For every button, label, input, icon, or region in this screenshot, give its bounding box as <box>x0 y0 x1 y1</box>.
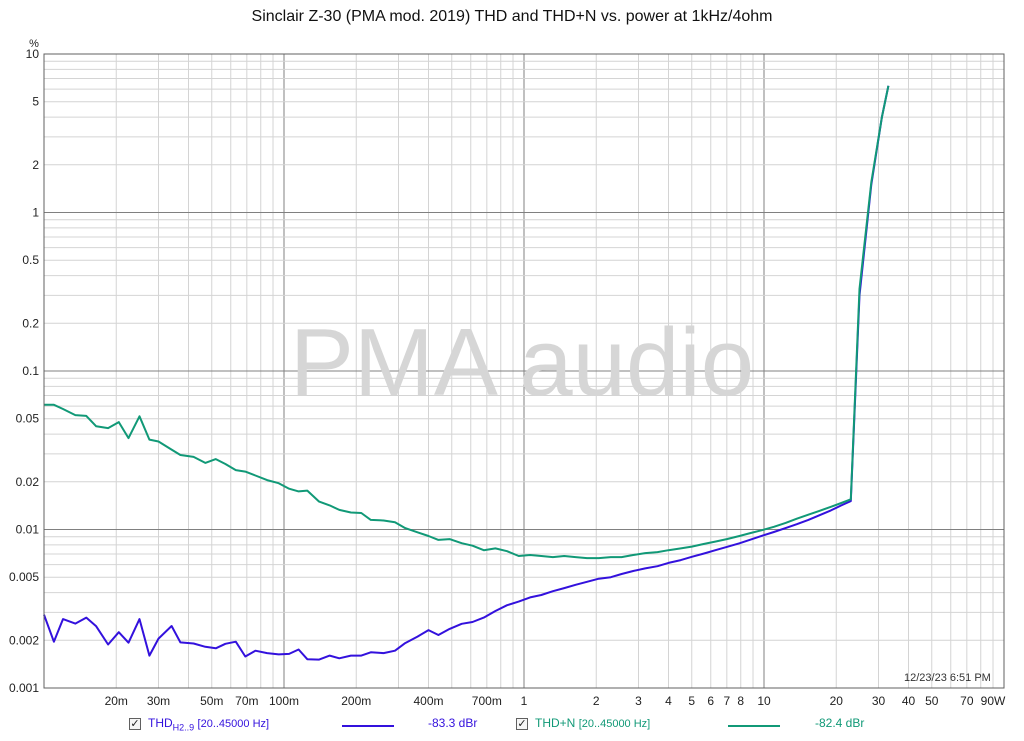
watermark: PMA audio <box>290 309 754 416</box>
legend-thd-swatch <box>342 725 394 727</box>
chart-title: Sinclair Z-30 (PMA mod. 2019) THD and TH… <box>251 8 773 25</box>
timestamp: 12/23/23 6:51 PM <box>904 672 991 684</box>
legend-thd-sub: H2..9 <box>172 722 195 733</box>
y-tick-label: 5 <box>32 95 39 109</box>
x-tick-label: 20 <box>830 694 844 708</box>
x-tick-label: 90W <box>981 694 1006 708</box>
y-tick-label: 0.01 <box>16 523 40 537</box>
y-tick-label: 0.001 <box>9 681 39 695</box>
x-tick-label: 4 <box>665 694 672 708</box>
series-line-thd <box>43 85 890 661</box>
x-tick-label: 6 <box>707 694 714 708</box>
thdn-checkbox[interactable]: ✓ <box>516 717 528 730</box>
y-tick-label: 0.02 <box>16 475 40 489</box>
y-tick-label: 10 <box>26 47 40 61</box>
plot-border <box>43 53 1005 689</box>
legend-thd-value: -83.3 dBr <box>428 716 478 730</box>
x-tick-label: 50m <box>200 694 223 708</box>
x-tick-label: 2 <box>593 694 600 708</box>
y-tick-label: 0.5 <box>22 253 39 267</box>
legend-thd-range: [20..45000 Hz] <box>197 718 270 730</box>
legend-thdn-label: THD+N [20..45000 Hz] <box>535 716 650 730</box>
legend-thdn-swatch <box>728 725 780 727</box>
y-tick-label: 0.2 <box>22 316 39 330</box>
x-tick-label: 100m <box>269 694 299 708</box>
x-tick-label: 50 <box>925 694 939 708</box>
x-tick-labels: 20m 30m 50m 70m 100m 200m 400m 700m 1 2 3 4 5 6 7 8 10 20… <box>105 694 1006 708</box>
x-tick-label: 7 <box>723 694 730 708</box>
x-tick-label: 1 <box>521 694 528 708</box>
y-tick-labels: 10 5 2 1 0.5 0.2 0.1 0.05 0.02 0.01 0.005 0.002 0.00… <box>9 47 39 695</box>
x-tick-label: 70m <box>235 694 258 708</box>
series-layer <box>43 85 890 661</box>
x-tick-label: 700m <box>472 694 502 708</box>
legend-thdn-name: THD+N <box>535 716 576 730</box>
x-tick-label: 40 <box>902 694 916 708</box>
legend-thd-name: THD <box>148 716 173 730</box>
x-tick-label: 5 <box>688 694 695 708</box>
legend-thdn-value: -82.4 dBr <box>815 716 865 730</box>
x-tick-label: 3 <box>635 694 642 708</box>
y-tick-label: 2 <box>32 158 39 172</box>
x-tick-label: 70 <box>960 694 974 708</box>
y-tick-label: 0.05 <box>16 412 40 426</box>
x-tick-label: 30m <box>147 694 170 708</box>
legend-thd-label: THDH2..9 [20..45000 Hz] <box>148 716 269 732</box>
x-tick-label: 20m <box>105 694 128 708</box>
legend-thdn-range: [20..45000 Hz] <box>578 718 651 730</box>
y-tick-label: 0.002 <box>9 633 39 647</box>
y-axis-label: % <box>29 38 39 50</box>
y-tick-label: 0.1 <box>22 364 39 378</box>
x-tick-label: 8 <box>737 694 744 708</box>
y-tick-label: 0.005 <box>9 570 39 584</box>
y-tick-label: 1 <box>32 206 39 220</box>
x-tick-label: 200m <box>341 694 371 708</box>
series-line-thd-n <box>44 85 890 560</box>
thd-checkbox[interactable]: ✓ <box>129 717 141 730</box>
x-tick-label: 10 <box>757 694 771 708</box>
x-tick-label: 30 <box>872 694 886 708</box>
x-tick-label: 400m <box>413 694 443 708</box>
plot-frame <box>43 53 1005 689</box>
